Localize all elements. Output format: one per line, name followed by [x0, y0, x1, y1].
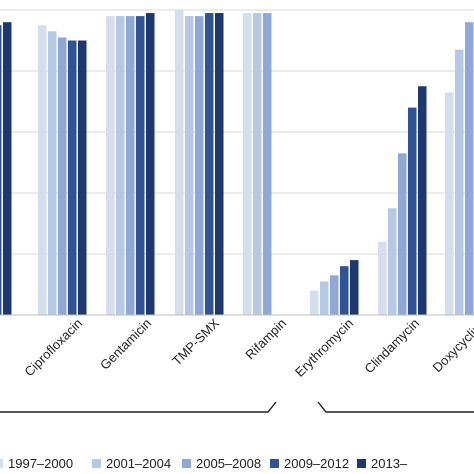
bar: Ciprofloxacin 2005–2008: 91	[58, 37, 67, 315]
bar: Gentamicin 2001–2004: 98	[116, 16, 125, 315]
legend-label: 1997–2000	[8, 456, 73, 471]
legend-label: 2001–2004	[106, 456, 171, 471]
bar: Ciprofloxacin 1997–2000: 95	[38, 25, 47, 315]
legend-label: 2009–2012	[284, 456, 349, 471]
legend: 1997–2000 2001–2004 2005–2008 2009–2012 2013…	[0, 456, 408, 471]
bar: Clindamycin 1997–2000: 24	[378, 241, 387, 315]
x-tick-labels: Ciprofloxacin Gentamicin TMP-SMX Rifampin Er…	[21, 315, 474, 379]
legend-label: 2005–2008	[196, 456, 261, 471]
bars: 1997–2000: 96 2001–2004: 96 2005–2008: 9…	[0, 10, 474, 316]
group-brackets	[0, 401, 474, 413]
x-tick-label: Doxycycline	[429, 316, 474, 376]
bar: Erythromycin 2009–2012: 16	[340, 266, 349, 315]
bar: Erythromycin 1997–2000: 8	[310, 290, 319, 315]
x-tick-label: Erythromycin	[292, 316, 356, 380]
legend-label: 2013–	[371, 456, 408, 471]
bar: Rifampin 2001–2004: 99	[253, 13, 262, 316]
bar: Clindamycin 2009–2012: 68	[408, 107, 417, 315]
legend-swatch	[0, 459, 3, 468]
group-bracket-right	[317, 401, 474, 413]
bar: Erythromycin 2005–2008: 13	[330, 275, 339, 315]
legend-swatch	[182, 459, 191, 468]
bar: Clindamycin 2001–2004: 35	[388, 208, 397, 315]
bar: Clindamycin 2013–: 75	[418, 86, 427, 315]
legend-swatch	[270, 459, 279, 468]
bar: Gentamicin 2013–: 99	[146, 13, 155, 316]
bar: Rifampin 2005–2008: 99	[263, 13, 272, 316]
bar: Doxycycline 1997–2000: 73	[445, 92, 454, 315]
bar: Erythromycin 2013–: 18	[350, 260, 359, 315]
bar: Rifampin 1997–2000: 99	[243, 13, 252, 316]
bar: TMP-SMX 2009–2012: 99	[205, 13, 214, 316]
bar: Gentamicin 2009–2012: 98	[136, 16, 145, 315]
bar: TMP-SMX 2001–2004: 98	[185, 16, 194, 315]
bar: Gentamicin 1997–2000: 98	[106, 16, 115, 315]
x-tick-label: Ciprofloxacin	[21, 316, 85, 380]
x-tick-label: Gentamicin	[97, 316, 154, 373]
bar: 2013–: 96	[3, 22, 12, 315]
bar: Gentamicin 2005–2008: 98	[126, 16, 135, 315]
bar: Doxycycline 2001–2004: 87	[455, 49, 464, 316]
x-tick-label: Clindamycin	[361, 316, 422, 377]
bar: Ciprofloxacin 2001–2004: 93	[48, 31, 57, 315]
group-bracket-left	[0, 401, 277, 413]
bar: Doxycycline 2005–2008: 96	[465, 22, 474, 315]
bar: Clindamycin 2005–2008: 53	[398, 153, 407, 315]
legend-swatch	[357, 459, 366, 468]
bar: 2009–2012: 95	[0, 25, 2, 315]
bar: TMP-SMX 2013–: 99	[215, 13, 224, 316]
bar: Erythromycin 2001–2004: 11	[320, 281, 329, 315]
legend-swatch	[92, 459, 101, 468]
x-tick-label: TMP-SMX	[169, 315, 222, 368]
bar: TMP-SMX 1997–2000: 100	[175, 10, 184, 315]
bar: TMP-SMX 2005–2008: 98	[195, 16, 204, 315]
x-tick-label: Rifampin	[242, 316, 289, 363]
bar: Ciprofloxacin 2009–2012: 90	[68, 40, 77, 315]
bar: Ciprofloxacin 2013–: 90	[78, 40, 87, 315]
